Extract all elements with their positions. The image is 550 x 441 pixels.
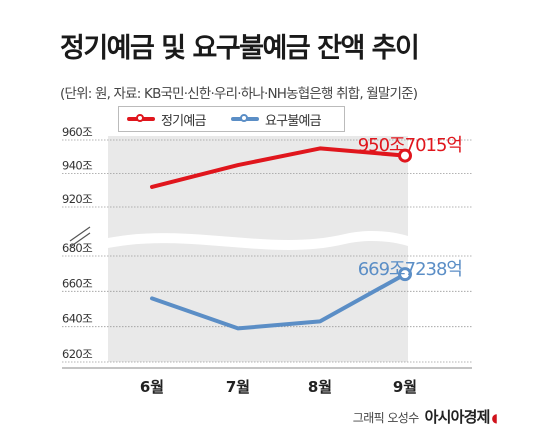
legend-item-deposit: 정기예금 <box>127 107 206 131</box>
x-tick-label: 9월 <box>393 378 417 396</box>
legend: 정기예금 요구불예금 <box>118 106 345 132</box>
x-tick-label: 8월 <box>308 378 332 396</box>
y-tick-label: 620조 <box>62 347 92 361</box>
credit-brand: 아시아경제 <box>424 408 491 426</box>
legend-label-deposit: 정기예금 <box>161 113 206 129</box>
y-tick-label: 680조 <box>62 241 92 255</box>
end-label-demand: 669조7238억 <box>358 259 462 280</box>
chart-subtitle: (단위: 원, 자료: KB국민·신한·우리·하나·NH농협은행 취합, 월말기… <box>60 86 418 102</box>
legend-item-demand: 요구불예금 <box>231 107 322 131</box>
credit: 그래픽 오성수 아시아경제 ◖ <box>353 406 498 427</box>
series-line-deposit <box>150 146 407 189</box>
chart-title: 정기예금 및 요구불예금 잔액 추이 <box>60 33 420 64</box>
legend-swatch-deposit <box>127 114 155 122</box>
data-point-demand <box>398 267 412 282</box>
y-tick-label: 660조 <box>62 276 92 290</box>
legend-swatch-demand <box>231 114 259 122</box>
x-tick-label: 6월 <box>140 378 164 396</box>
legend-label-demand: 요구불예금 <box>265 113 322 129</box>
axis-break-wave <box>108 230 408 250</box>
y-tick-label: 940조 <box>62 159 92 173</box>
y-tick-label: 960조 <box>62 125 92 139</box>
data-point-deposit <box>398 148 412 163</box>
brand-mark-icon: ◖ <box>491 411 498 425</box>
series-line-demand <box>150 272 407 331</box>
y-tick-label: 920조 <box>62 192 92 206</box>
end-label-deposit: 950조7015억 <box>358 135 462 156</box>
axis-break-mark <box>69 226 91 242</box>
axis-break-mark <box>69 232 91 248</box>
x-tick-label: 7월 <box>226 378 250 396</box>
credit-prefix: 그래픽 오성수 <box>352 411 419 425</box>
y-tick-label: 640조 <box>62 312 92 326</box>
